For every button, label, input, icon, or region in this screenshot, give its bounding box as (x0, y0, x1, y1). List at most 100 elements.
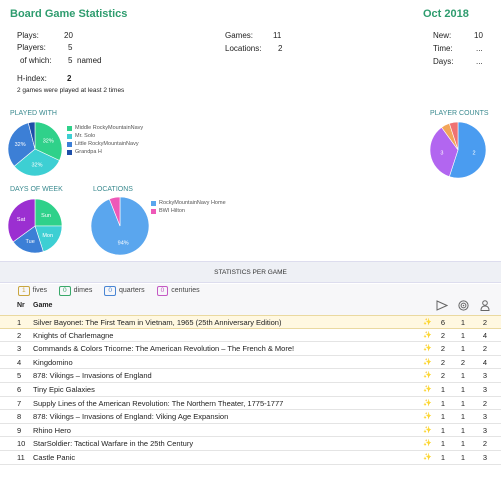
table-row[interactable]: 4 Kingdomino ✨ 2 2 4 (0, 356, 501, 370)
named-suffix: named (77, 56, 102, 65)
legend-swatch (151, 200, 156, 206)
legend-item: Grandpa H (67, 148, 143, 156)
row-nr: 4 (17, 357, 22, 367)
players-value: 5 (68, 43, 73, 52)
row-wins: 1 (460, 344, 466, 354)
badge-centuries: 0 centuries (156, 286, 200, 296)
hindex-note: 2 games were played at least 2 times (17, 87, 125, 94)
legend-item: RockyMountainNavy Home (151, 199, 226, 207)
row-game: Silver Bayonet: The First Team in Vietna… (33, 318, 282, 327)
table-row[interactable]: 6 Tiny Epic Galaxies ✨ 1 1 3 (0, 383, 501, 397)
legend-label: Mr. Solo (75, 133, 96, 139)
badge-count: 0 (104, 286, 116, 296)
row-plays: 1 (440, 425, 446, 435)
table-row[interactable]: 7 Supply Lines of the American Revolution… (0, 397, 501, 411)
table-row[interactable]: 9 Rhino Hero ✨ 1 1 3 (0, 424, 501, 438)
badge-label: dimes (73, 287, 93, 294)
target-icon[interactable] (458, 300, 469, 311)
badge-quarters: 0 quarters (104, 286, 145, 296)
time-label: Time: (433, 44, 453, 53)
hindex-value: 2 (67, 74, 72, 83)
stats-per-game-title: STATISTICS PER GAME (0, 261, 501, 283)
sparkle-icon: ✨ (423, 426, 432, 434)
pie-slice (27, 121, 36, 150)
days-of-week-chart: Sun Mon Tue Sat (7, 198, 63, 254)
plays-value: 20 (64, 31, 73, 40)
pie-slice (34, 198, 63, 227)
player-counts-chart: 23 (429, 121, 487, 179)
new-label: New: (433, 31, 452, 40)
badge-count: 1 (18, 286, 30, 296)
legend-swatch (67, 133, 72, 139)
table-row[interactable]: 11 Castle Panic ✨ 1 1 3 (0, 451, 501, 465)
row-players: 3 (482, 412, 488, 422)
table-row[interactable]: 1 Silver Bayonet: The First Team in Vietn… (0, 315, 501, 329)
row-nr: 6 (17, 385, 22, 394)
row-game: Knights of Charlemagne (33, 330, 114, 340)
legend-label: Middle RockyMountainNavy (75, 125, 144, 131)
hindex-label: H-index: (17, 74, 47, 83)
time-value: ... (476, 44, 483, 53)
table-row[interactable]: 8 878: Vikings – Invasions of England: Vi… (0, 410, 501, 424)
sparkle-icon: ✨ (423, 331, 432, 339)
row-players: 2 (482, 318, 488, 327)
legend-item: Little RockyMountainNavy (67, 140, 143, 148)
badge-count: 0 (156, 286, 169, 296)
locations-title: LOCATIONS (93, 186, 133, 193)
pie-slice (448, 121, 487, 179)
row-wins: 1 (460, 412, 466, 422)
games-label: Games: (225, 31, 254, 40)
slice-label: 32% (31, 163, 42, 169)
pie-slice (13, 148, 60, 177)
pie-slice (108, 196, 121, 227)
table-row[interactable]: 3 Commands & Colors Tricorne: The America… (0, 342, 501, 356)
row-nr: 2 (17, 330, 22, 340)
row-nr: 1 (17, 318, 22, 327)
player-icon[interactable] (480, 300, 490, 311)
slice-label: Sat (17, 217, 26, 223)
sparkle-icon: ✨ (423, 399, 432, 407)
col-nr: Nr (17, 302, 25, 309)
days-value: ... (476, 57, 483, 66)
row-plays: 6 (440, 318, 446, 327)
row-game: Tiny Epic Galaxies (33, 385, 95, 394)
milestone-badges: 1 fives 0 dimes 0 quarters 0 centuries (0, 284, 501, 298)
played-with-legend: Middle RockyMountainNavy Mr. Solo Little R… (67, 124, 143, 156)
table-row[interactable]: 2 Knights of Charlemagne ✨ 2 1 4 (0, 329, 501, 343)
row-game: 878: Vikings – Invasions of England (33, 371, 152, 381)
row-plays: 1 (440, 385, 446, 394)
sparkle-icon: ✨ (423, 345, 432, 353)
slice-label: 94% (118, 241, 129, 247)
row-plays: 2 (440, 357, 446, 367)
legend-label: BWI Hilton (159, 208, 185, 214)
row-nr: 11 (17, 453, 25, 462)
row-nr: 8 (17, 412, 22, 422)
table-row[interactable]: 10 StarSoldier: Tactical Warfare in the 2… (0, 437, 501, 451)
row-players: 2 (482, 398, 488, 408)
legend-swatch (67, 149, 72, 155)
row-wins: 1 (460, 385, 466, 394)
player-counts-title: PLAYER COUNTS (430, 110, 489, 117)
badge-fives: 1 fives (18, 286, 47, 296)
period-label: Oct 2018 (423, 8, 469, 20)
legend-label: RockyMountainNavy Home (159, 200, 226, 206)
play-icon[interactable] (436, 300, 448, 311)
table-header: Nr Game (0, 298, 501, 315)
row-nr: 7 (17, 398, 22, 408)
pie-slice (448, 121, 459, 151)
row-plays: 2 (440, 344, 446, 354)
sparkle-icon: ✨ (423, 372, 432, 380)
table-row[interactable]: 5 878: Vikings – Invasions of England ✨ 2 1 3 (0, 369, 501, 383)
row-nr: 9 (17, 425, 22, 435)
row-players: 4 (482, 330, 488, 340)
pie-slice (7, 198, 36, 243)
row-game: Rhino Hero (33, 425, 71, 435)
locations-label: Locations: (225, 44, 262, 53)
named-label: of which: (20, 56, 52, 65)
row-wins: 1 (460, 453, 466, 462)
row-players: 3 (482, 425, 488, 435)
slice-label: 3 (440, 151, 443, 157)
row-players: 3 (482, 385, 488, 394)
pie-slice (7, 122, 36, 167)
badge-label: centuries (171, 287, 200, 294)
